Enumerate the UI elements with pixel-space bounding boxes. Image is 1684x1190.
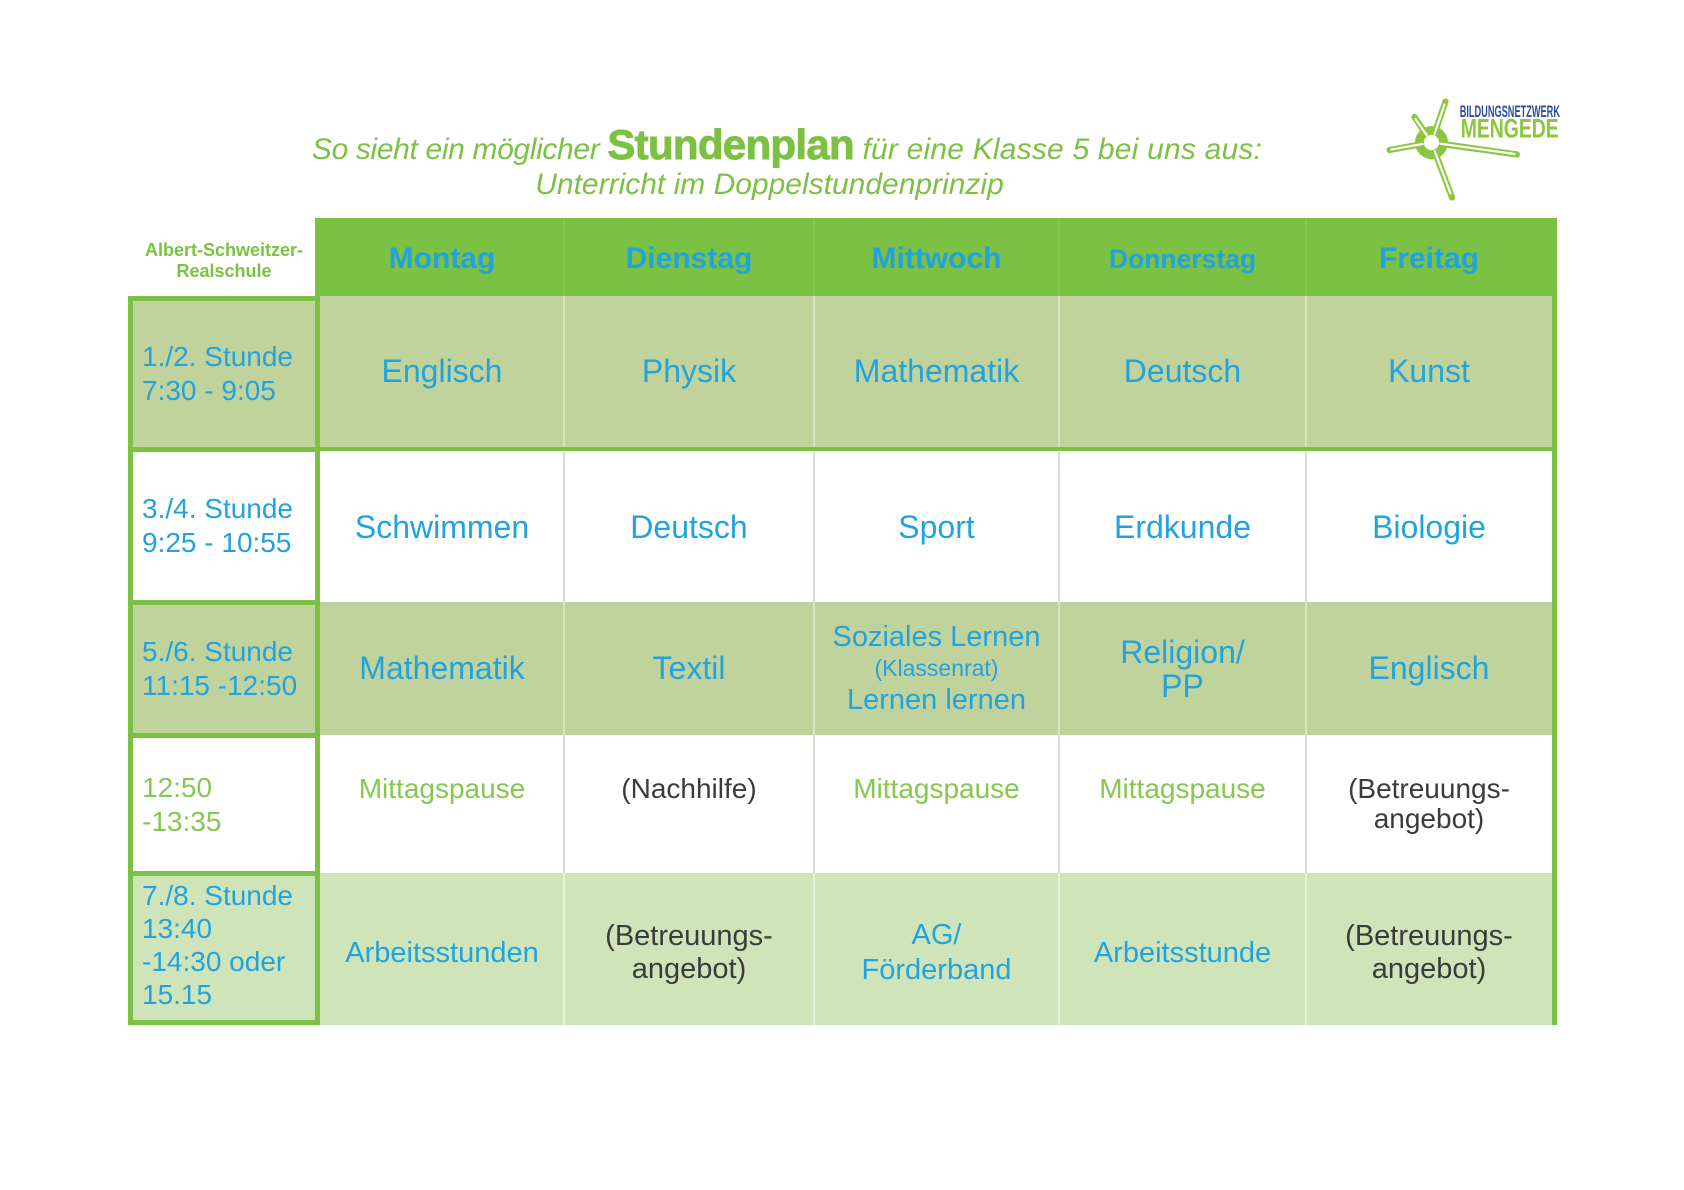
svg-text:MENGEDE: MENGEDE xyxy=(1461,113,1559,143)
svg-text:BILDUNGSNETZWERK: BILDUNGSNETZWERK xyxy=(1460,102,1561,121)
